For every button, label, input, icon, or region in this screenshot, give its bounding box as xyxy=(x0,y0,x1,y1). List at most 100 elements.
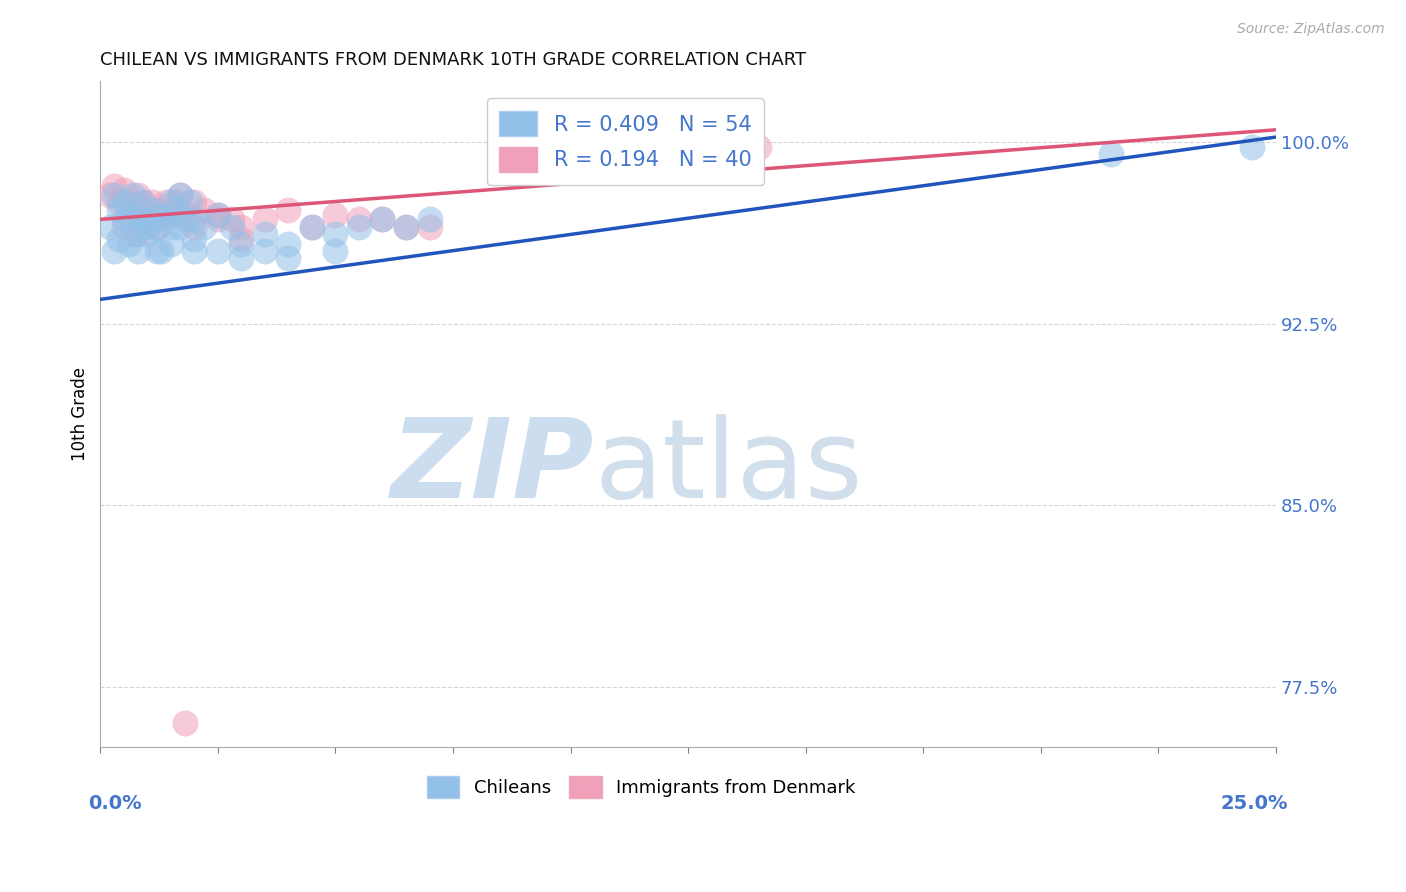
Point xyxy=(136,208,159,222)
Point xyxy=(155,195,177,210)
Point xyxy=(131,195,153,210)
Point xyxy=(127,227,149,241)
Point xyxy=(418,212,440,227)
Point xyxy=(122,202,145,217)
Point xyxy=(207,212,229,227)
Point xyxy=(141,212,163,227)
Text: ZIP: ZIP xyxy=(391,414,595,521)
Point xyxy=(165,195,187,210)
Point xyxy=(117,208,139,222)
Point xyxy=(371,212,394,227)
Point xyxy=(98,219,121,234)
Y-axis label: 10th Grade: 10th Grade xyxy=(72,368,89,461)
Point xyxy=(108,195,131,210)
Point xyxy=(146,219,169,234)
Point xyxy=(395,219,418,234)
Point xyxy=(183,195,205,210)
Point xyxy=(127,188,149,202)
Point xyxy=(150,208,173,222)
Point xyxy=(136,219,159,234)
Point xyxy=(117,195,139,210)
Point xyxy=(395,219,418,234)
Point xyxy=(155,212,177,227)
Point xyxy=(207,244,229,258)
Point xyxy=(253,227,276,241)
Point xyxy=(183,212,205,227)
Point xyxy=(325,208,347,222)
Point xyxy=(160,202,183,217)
Point xyxy=(347,219,370,234)
Point xyxy=(160,219,183,234)
Point xyxy=(117,236,139,251)
Point xyxy=(1099,147,1122,161)
Point xyxy=(169,188,191,202)
Point xyxy=(174,208,197,222)
Point xyxy=(277,202,299,217)
Point xyxy=(112,212,135,227)
Point xyxy=(160,236,183,251)
Point xyxy=(160,208,183,222)
Point xyxy=(169,188,191,202)
Point xyxy=(150,244,173,258)
Point xyxy=(108,202,131,217)
Text: Source: ZipAtlas.com: Source: ZipAtlas.com xyxy=(1237,22,1385,37)
Point xyxy=(103,178,125,193)
Point xyxy=(301,219,323,234)
Point xyxy=(112,183,135,197)
Point xyxy=(122,188,145,202)
Point xyxy=(169,219,191,234)
Point xyxy=(179,195,201,210)
Point xyxy=(231,232,253,246)
Point xyxy=(325,244,347,258)
Point xyxy=(371,212,394,227)
Point xyxy=(418,219,440,234)
Text: 25.0%: 25.0% xyxy=(1220,794,1288,814)
Point xyxy=(231,236,253,251)
Point xyxy=(231,219,253,234)
Point xyxy=(193,202,215,217)
Point xyxy=(146,244,169,258)
Point xyxy=(174,212,197,227)
Point xyxy=(253,212,276,227)
Point xyxy=(112,219,135,234)
Point xyxy=(183,244,205,258)
Point xyxy=(131,195,153,210)
Point xyxy=(207,208,229,222)
Point xyxy=(136,212,159,227)
Point xyxy=(146,202,169,217)
Point xyxy=(103,244,125,258)
Point xyxy=(748,140,770,154)
Point xyxy=(146,219,169,234)
Text: atlas: atlas xyxy=(595,414,863,521)
Point xyxy=(1241,140,1264,154)
Point xyxy=(136,227,159,241)
Point xyxy=(183,219,205,234)
Point xyxy=(127,212,149,227)
Point xyxy=(221,219,243,234)
Point xyxy=(165,202,187,217)
Point xyxy=(131,219,153,234)
Point xyxy=(221,212,243,227)
Text: CHILEAN VS IMMIGRANTS FROM DENMARK 10TH GRADE CORRELATION CHART: CHILEAN VS IMMIGRANTS FROM DENMARK 10TH … xyxy=(100,51,807,69)
Point xyxy=(253,244,276,258)
Point xyxy=(231,251,253,265)
Point xyxy=(108,232,131,246)
Point xyxy=(160,195,183,210)
Point xyxy=(141,195,163,210)
Legend: Chileans, Immigrants from Denmark: Chileans, Immigrants from Denmark xyxy=(419,769,862,805)
Point xyxy=(277,236,299,251)
Point xyxy=(207,208,229,222)
Point xyxy=(325,227,347,241)
Point xyxy=(347,212,370,227)
Point xyxy=(183,232,205,246)
Point xyxy=(127,244,149,258)
Point xyxy=(277,251,299,265)
Point xyxy=(103,188,125,202)
Point xyxy=(141,202,163,217)
Text: 0.0%: 0.0% xyxy=(89,794,142,814)
Point xyxy=(301,219,323,234)
Point xyxy=(122,227,145,241)
Point xyxy=(112,195,135,210)
Point xyxy=(193,219,215,234)
Point xyxy=(174,716,197,731)
